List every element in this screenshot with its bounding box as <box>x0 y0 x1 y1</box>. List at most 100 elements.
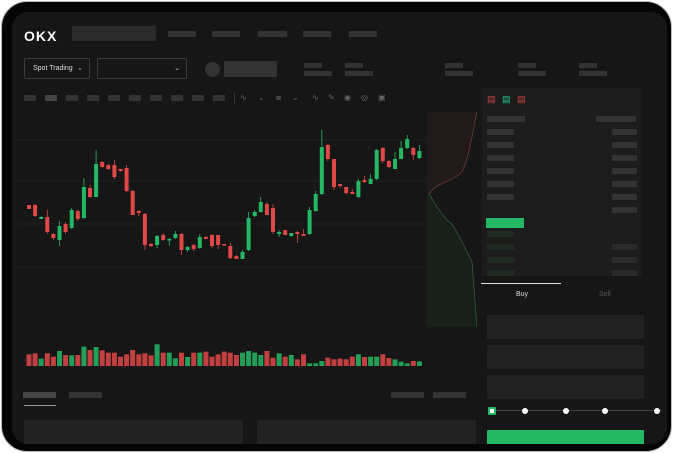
candle-body <box>203 237 208 239</box>
nav-item[interactable] <box>212 31 240 37</box>
volume-bar <box>410 361 416 366</box>
timeframe-option[interactable] <box>45 95 57 101</box>
settings-icon[interactable]: ⧆ <box>276 93 282 102</box>
tab-buy[interactable]: Buy <box>516 291 529 298</box>
depth-chart <box>427 112 477 327</box>
candle-body <box>283 230 288 235</box>
line-tool-icon[interactable]: ∿ <box>312 93 319 102</box>
candle-body <box>167 239 172 241</box>
candle-body <box>393 159 397 169</box>
candle-body <box>344 187 349 193</box>
buy-button[interactable] <box>487 430 644 444</box>
volume-bar <box>288 355 294 366</box>
candle-body <box>57 226 62 240</box>
market-type-dropdown[interactable]: Spot Trading ⌄ <box>24 58 90 79</box>
slider-step-100[interactable] <box>654 408 660 414</box>
volume-bar <box>349 356 355 366</box>
nav-item[interactable] <box>168 31 196 37</box>
book-bids-icon[interactable]: ▤ <box>502 94 511 104</box>
volume-bar <box>282 356 288 366</box>
stat-label <box>345 63 363 68</box>
stat-value <box>579 71 607 76</box>
filter-button[interactable] <box>433 392 466 398</box>
timeframe-option[interactable] <box>108 95 120 101</box>
amount-input[interactable] <box>487 345 644 369</box>
candle-body <box>27 205 31 209</box>
volume-bar <box>404 363 410 366</box>
book-asks-icon[interactable]: ▤ <box>517 94 526 104</box>
timeframe-option[interactable] <box>213 95 225 101</box>
volume-bar <box>69 355 75 366</box>
candle-body <box>307 210 312 234</box>
candle-body <box>88 188 92 197</box>
total-input[interactable] <box>487 375 644 399</box>
candle-body <box>63 224 68 232</box>
timeframe-option[interactable] <box>24 95 36 101</box>
volume-bar <box>75 355 81 366</box>
volume-bar <box>343 359 349 366</box>
slider-step-50[interactable] <box>563 408 569 414</box>
volume-bar <box>111 352 117 366</box>
volume-bar <box>142 353 148 366</box>
timeframe-option[interactable] <box>192 95 204 101</box>
volume-bar <box>209 356 215 366</box>
amount-slider-track[interactable] <box>492 410 662 411</box>
tab-sell[interactable]: Sell <box>599 291 611 298</box>
volume-bar <box>252 352 258 366</box>
candle-body <box>130 191 135 215</box>
candle-body <box>94 164 99 197</box>
stat-label <box>304 63 322 68</box>
stat-value <box>518 71 546 76</box>
camera-icon[interactable]: ◉ <box>344 93 351 102</box>
slider-step-75[interactable] <box>602 408 608 414</box>
candle-body <box>228 246 233 258</box>
nav-item[interactable] <box>258 31 287 37</box>
fullscreen-icon[interactable]: ▣ <box>378 93 386 102</box>
volume-bar <box>124 354 130 366</box>
ask-amount <box>612 155 637 161</box>
timeframe-option[interactable] <box>150 95 162 101</box>
timeframe-option[interactable] <box>171 95 183 101</box>
timeframe-option[interactable] <box>66 95 78 101</box>
pair-selector-dropdown[interactable]: ⌄ <box>97 58 187 79</box>
slider-handle[interactable] <box>488 407 496 415</box>
pencil-icon[interactable]: ✎ <box>328 93 335 102</box>
filter-button[interactable] <box>391 392 424 398</box>
timeframe-option[interactable] <box>87 95 99 101</box>
chevron-down-icon: ⌄ <box>174 65 180 72</box>
tab-open-orders[interactable] <box>23 392 56 398</box>
volume-bar <box>172 358 178 366</box>
market-type-label: Spot Trading <box>33 65 73 72</box>
candle-body <box>45 217 50 232</box>
volume-bar <box>368 356 374 366</box>
nav-item[interactable] <box>303 31 331 37</box>
indicator-icon[interactable]: ∿ <box>240 93 247 102</box>
bid-amount <box>612 257 637 263</box>
candlestick-chart[interactable] <box>17 112 427 372</box>
candle-body <box>258 202 263 212</box>
buy-tab-underline <box>481 283 561 284</box>
chevron-down-icon[interactable]: ⌄ <box>292 93 299 102</box>
chart-type-icon[interactable]: ⌄ <box>258 93 265 102</box>
volume-bar <box>374 356 380 366</box>
price-input[interactable] <box>487 315 644 339</box>
volume-bar <box>154 344 160 366</box>
divider <box>234 92 235 104</box>
tab-order-history[interactable] <box>69 392 102 398</box>
book-both-icon[interactable]: ▤ <box>487 94 496 104</box>
search-bar[interactable] <box>72 26 156 41</box>
slider-step-25[interactable] <box>522 408 528 414</box>
nav-item[interactable] <box>349 31 377 37</box>
volume-bar <box>301 354 306 366</box>
bid-price <box>487 244 514 250</box>
target-icon[interactable]: ◎ <box>361 93 368 102</box>
volume-bar <box>233 355 239 366</box>
candle-body <box>179 234 184 250</box>
stat-value <box>345 71 373 76</box>
volume-bar <box>319 361 325 366</box>
okx-logo[interactable]: OKX <box>24 28 58 44</box>
candle-body <box>301 234 306 236</box>
candle-body <box>112 165 117 177</box>
bid-amount <box>612 244 637 250</box>
timeframe-option[interactable] <box>129 95 141 101</box>
